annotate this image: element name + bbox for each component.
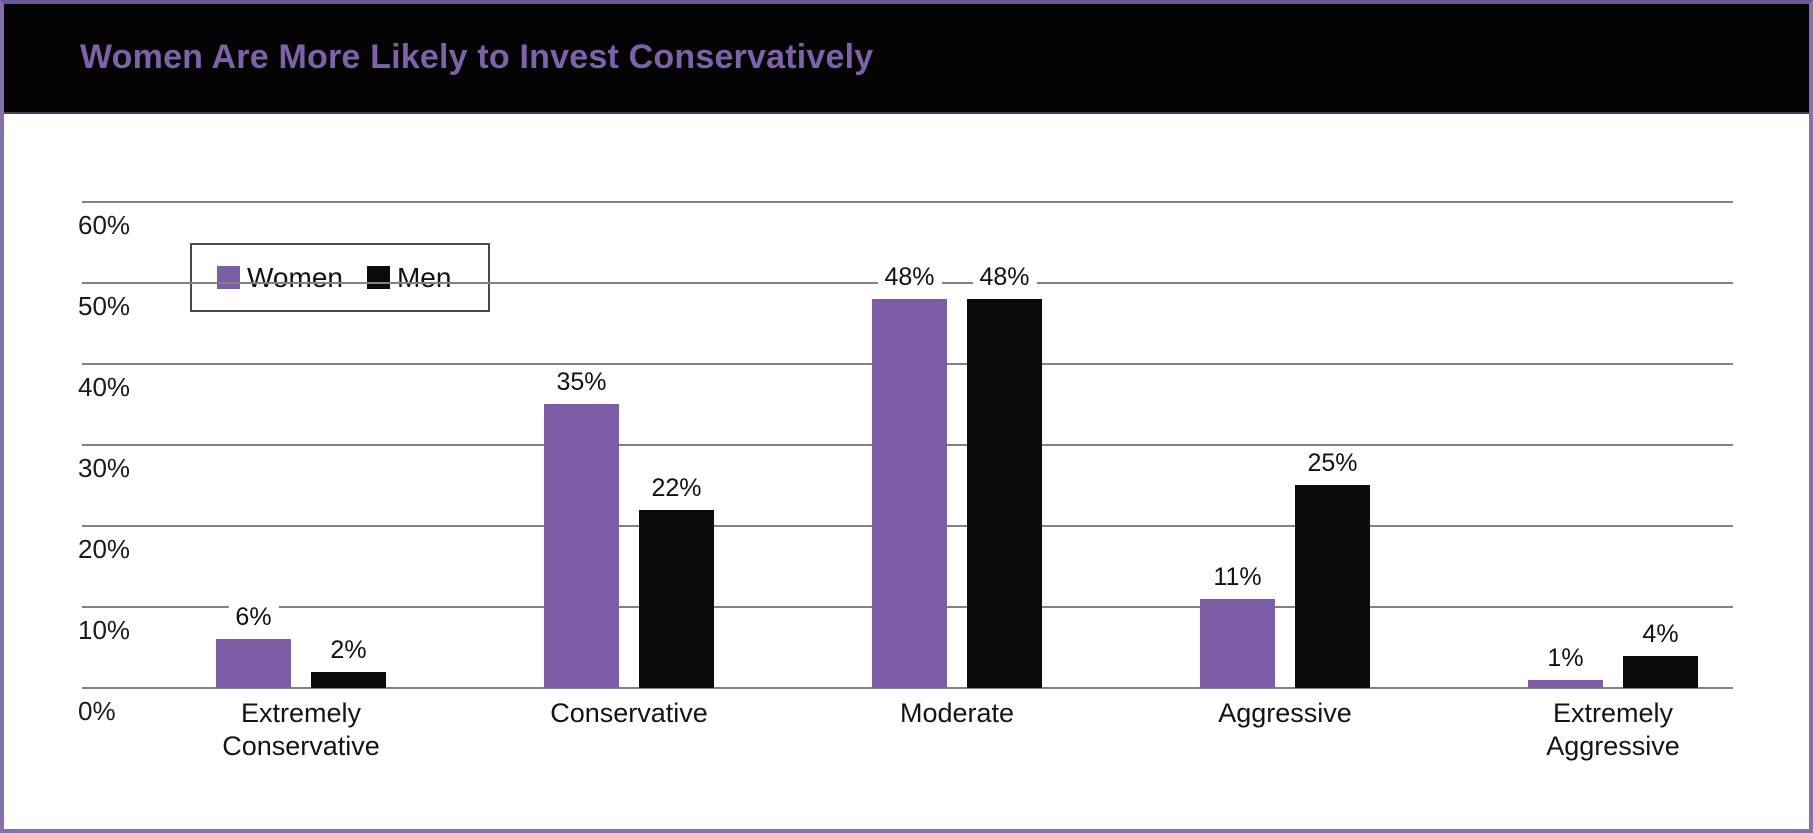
y-axis-tick-label: 40% (78, 372, 131, 402)
y-axis-tick-label: 0% (78, 696, 116, 726)
y-axis-tick-label: 50% (78, 291, 131, 321)
bar-men-0 (311, 672, 386, 688)
bar-value-label-women-2: 48% (877, 261, 942, 293)
bar-value-label-women-3: 11% (1206, 561, 1269, 593)
legend-label: Women (247, 261, 343, 293)
y-axis-tick-label: 30% (78, 453, 131, 483)
bar-value-label-men-3: 25% (1300, 447, 1365, 479)
y-gridline (82, 687, 1733, 689)
bar-men-4 (1623, 656, 1698, 688)
bar-women-4 (1528, 680, 1603, 688)
bar-value-label-men-4: 4% (1635, 618, 1686, 650)
bar-women-0 (216, 639, 291, 688)
x-axis-category-label: Extremely Aggressive (1546, 698, 1680, 761)
bar-value-label-men-0: 2% (323, 634, 374, 666)
x-axis-category-label: Aggressive (1218, 698, 1352, 728)
chart-title: Women Are More Likely to Invest Conserva… (80, 37, 874, 76)
bar-women-1 (544, 404, 619, 688)
x-axis-category-label: Conservative (550, 698, 708, 728)
bar-women-3 (1200, 599, 1275, 688)
y-axis-tick-label: 20% (78, 534, 131, 564)
bar-value-label-men-1: 22% (644, 472, 709, 504)
bar-men-3 (1295, 485, 1370, 688)
y-axis-tick-label: 10% (78, 615, 131, 645)
x-axis-category-label: Extremely Conservative (222, 698, 380, 761)
bar-women-2 (872, 299, 947, 688)
y-axis-tick-label: 60% (78, 210, 131, 240)
x-axis-category-label: Moderate (899, 698, 1015, 728)
bar-men-2 (967, 299, 1042, 688)
bar-value-label-women-1: 35% (549, 366, 614, 398)
bar-men-1 (639, 510, 714, 688)
y-gridline (82, 201, 1733, 203)
bar-value-label-men-2: 48% (972, 261, 1037, 293)
legend-label: Men (396, 261, 452, 293)
bar-value-label-women-0: 6% (228, 601, 279, 633)
chart-header: Women Are More Likely to Invest Conserva… (0, 0, 1813, 114)
bar-value-label-women-4: 1% (1540, 642, 1591, 674)
